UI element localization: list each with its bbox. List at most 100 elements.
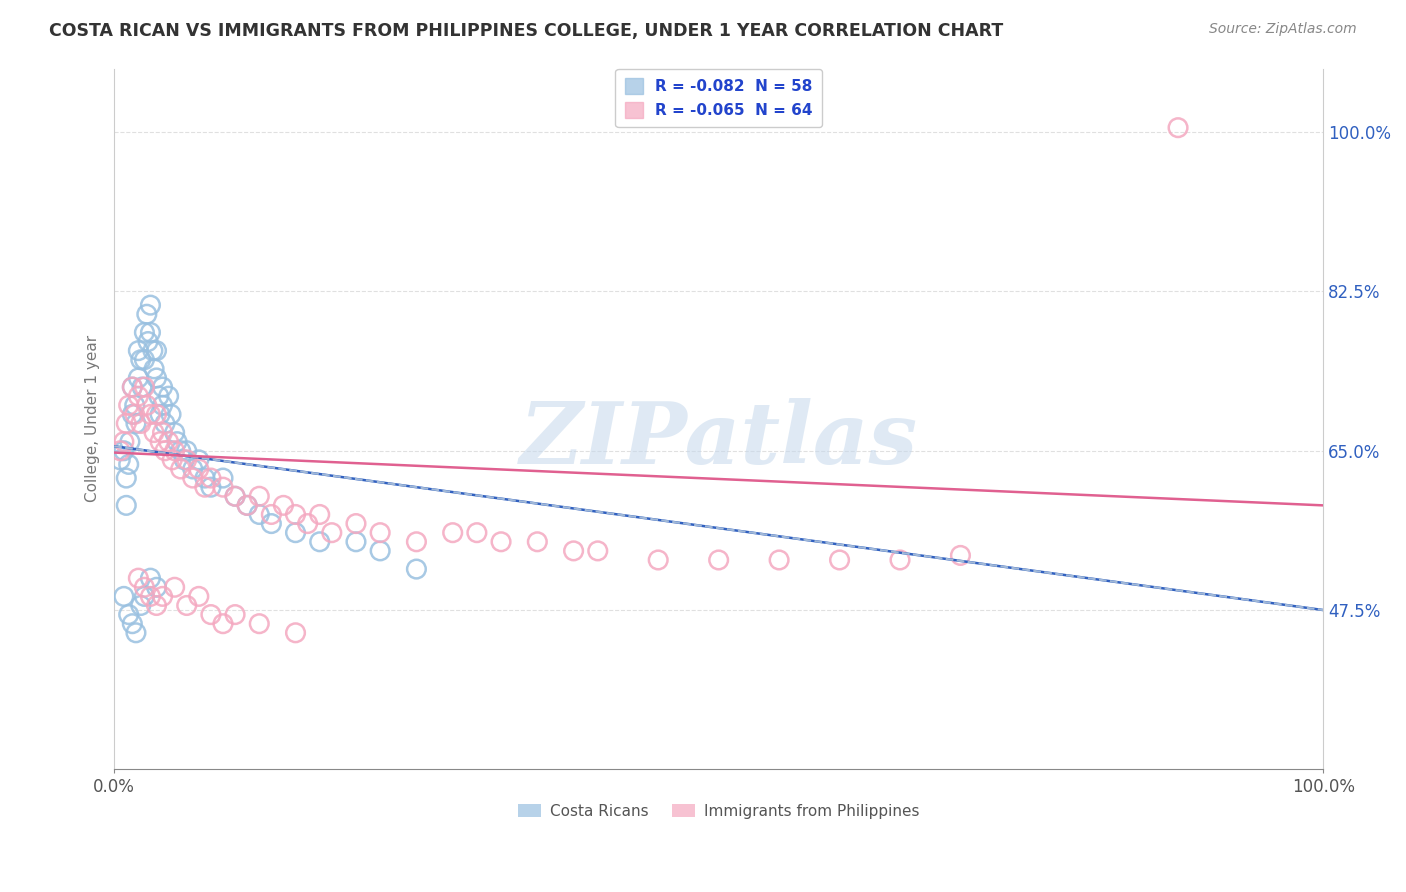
- Point: [176, 453, 198, 467]
- Point: [308, 534, 330, 549]
- Point: [127, 571, 149, 585]
- Text: Source: ZipAtlas.com: Source: ZipAtlas.com: [1209, 22, 1357, 37]
- Point: [125, 625, 148, 640]
- Point: [200, 607, 222, 622]
- Point: [284, 508, 307, 522]
- Point: [145, 343, 167, 358]
- Point: [170, 443, 193, 458]
- Point: [170, 462, 193, 476]
- Point: [153, 443, 176, 458]
- Point: [344, 534, 367, 549]
- Point: [152, 380, 174, 394]
- Point: [139, 571, 162, 585]
- Point: [148, 389, 170, 403]
- Point: [187, 590, 209, 604]
- Point: [828, 553, 851, 567]
- Point: [297, 516, 319, 531]
- Point: [124, 398, 146, 412]
- Point: [194, 471, 217, 485]
- Point: [247, 508, 270, 522]
- Point: [405, 562, 427, 576]
- Point: [139, 408, 162, 422]
- Point: [647, 553, 669, 567]
- Point: [173, 453, 195, 467]
- Y-axis label: College, Under 1 year: College, Under 1 year: [86, 335, 100, 502]
- Point: [236, 499, 259, 513]
- Point: [136, 334, 159, 349]
- Text: ZIPatlas: ZIPatlas: [520, 398, 918, 482]
- Point: [139, 590, 162, 604]
- Point: [284, 525, 307, 540]
- Point: [176, 443, 198, 458]
- Point: [121, 380, 143, 394]
- Point: [152, 425, 174, 440]
- Point: [142, 343, 165, 358]
- Point: [236, 499, 259, 513]
- Point: [118, 607, 141, 622]
- Point: [134, 590, 156, 604]
- Point: [157, 434, 180, 449]
- Point: [118, 458, 141, 472]
- Point: [110, 453, 132, 467]
- Point: [224, 607, 246, 622]
- Point: [247, 489, 270, 503]
- Point: [949, 549, 972, 563]
- Point: [118, 398, 141, 412]
- Point: [163, 443, 186, 458]
- Point: [187, 462, 209, 476]
- Point: [321, 525, 343, 540]
- Point: [163, 425, 186, 440]
- Legend: Costa Ricans, Immigrants from Philippines: Costa Ricans, Immigrants from Philippine…: [512, 797, 925, 825]
- Point: [112, 434, 135, 449]
- Point: [526, 534, 548, 549]
- Point: [115, 471, 138, 485]
- Point: [768, 553, 790, 567]
- Point: [127, 343, 149, 358]
- Point: [121, 616, 143, 631]
- Point: [149, 434, 172, 449]
- Point: [139, 298, 162, 312]
- Point: [153, 417, 176, 431]
- Point: [224, 489, 246, 503]
- Point: [157, 389, 180, 403]
- Point: [181, 471, 204, 485]
- Point: [224, 489, 246, 503]
- Point: [129, 417, 152, 431]
- Point: [121, 408, 143, 422]
- Point: [143, 362, 166, 376]
- Point: [143, 425, 166, 440]
- Point: [134, 380, 156, 394]
- Point: [135, 307, 157, 321]
- Point: [176, 599, 198, 613]
- Point: [112, 590, 135, 604]
- Point: [131, 380, 153, 394]
- Point: [121, 380, 143, 394]
- Point: [145, 580, 167, 594]
- Point: [115, 417, 138, 431]
- Point: [889, 553, 911, 567]
- Point: [562, 544, 585, 558]
- Point: [160, 408, 183, 422]
- Point: [124, 408, 146, 422]
- Point: [115, 499, 138, 513]
- Point: [273, 499, 295, 513]
- Point: [166, 434, 188, 449]
- Point: [145, 371, 167, 385]
- Point: [489, 534, 512, 549]
- Point: [125, 417, 148, 431]
- Point: [247, 616, 270, 631]
- Point: [212, 616, 235, 631]
- Point: [707, 553, 730, 567]
- Point: [368, 525, 391, 540]
- Point: [405, 534, 427, 549]
- Point: [152, 398, 174, 412]
- Point: [181, 462, 204, 476]
- Point: [260, 508, 283, 522]
- Point: [308, 508, 330, 522]
- Point: [284, 625, 307, 640]
- Point: [212, 480, 235, 494]
- Point: [441, 525, 464, 540]
- Point: [145, 599, 167, 613]
- Text: COSTA RICAN VS IMMIGRANTS FROM PHILIPPINES COLLEGE, UNDER 1 YEAR CORRELATION CHA: COSTA RICAN VS IMMIGRANTS FROM PHILIPPIN…: [49, 22, 1004, 40]
- Point: [129, 352, 152, 367]
